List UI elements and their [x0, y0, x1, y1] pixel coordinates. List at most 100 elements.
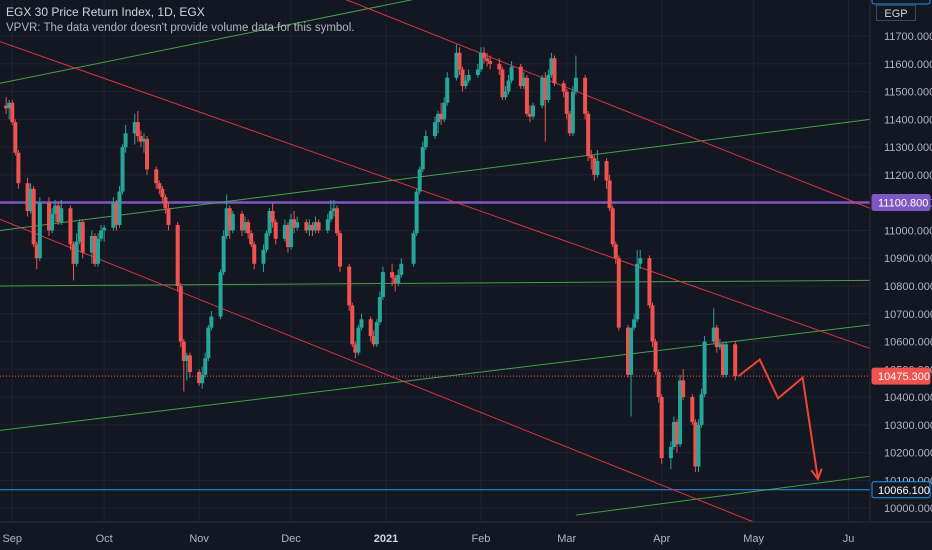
candle	[224, 194, 229, 239]
candle	[328, 199, 333, 223]
candle-body	[325, 219, 330, 231]
candle	[240, 211, 245, 237]
chart-title: EGX 30 Price Return Index, 1D, EGX	[6, 5, 205, 19]
candle	[111, 197, 116, 231]
candle-body	[141, 138, 146, 142]
candle-body	[552, 58, 557, 84]
candle-body	[313, 222, 318, 231]
candle-body	[460, 69, 465, 87]
horizontal-lines[interactable]	[0, 0, 870, 491]
candle-body	[671, 422, 676, 448]
trend-line-green[interactable]	[0, 279, 871, 287]
candle-body	[668, 447, 673, 459]
candle-body	[393, 277, 398, 284]
candle	[334, 205, 339, 237]
trend-line-red[interactable]	[340, 0, 871, 209]
candle-body	[289, 219, 294, 248]
candle-body	[37, 202, 42, 259]
time-axis[interactable]: Sep Oct Nov Dec 2021 Feb Mar Apr May Ju	[0, 521, 932, 550]
candle	[635, 249, 640, 323]
arrow-head[interactable]	[810, 468, 823, 482]
candle-body	[567, 113, 572, 134]
price-tick-label: 11600.000	[884, 59, 932, 71]
price-label-text: 10475.300	[878, 371, 930, 383]
candle-body	[200, 374, 205, 384]
candle	[243, 216, 248, 234]
price-axis[interactable]: 10000.00010100.00010200.00010300.0001040…	[869, 0, 932, 550]
candle-body	[380, 272, 385, 298]
trend-line-green[interactable]	[0, 118, 871, 231]
candle-body	[240, 213, 245, 231]
candle-body	[16, 152, 21, 184]
candle	[138, 130, 143, 148]
currency-badge[interactable]: EGP	[876, 5, 916, 21]
candle-body	[659, 397, 664, 459]
candle	[702, 335, 707, 398]
candle	[285, 222, 290, 253]
candle	[114, 199, 119, 231]
candle-body	[227, 208, 232, 231]
trend-line-red[interactable]	[0, 218, 754, 523]
candle	[527, 105, 532, 123]
candle	[396, 269, 401, 286]
projection-line[interactable]	[737, 358, 819, 480]
candle	[478, 47, 483, 73]
price-label-purple: 11100.800	[871, 193, 931, 211]
candle-body	[292, 219, 297, 228]
candle-body	[638, 258, 643, 264]
price-label-blue: 10066.100	[871, 481, 931, 499]
candle-body	[509, 66, 514, 81]
candle-body	[656, 372, 661, 398]
candle-body	[120, 147, 125, 192]
candle-body	[717, 344, 722, 348]
candle	[80, 219, 85, 259]
candle-body	[629, 327, 634, 375]
candle-body	[466, 74, 471, 81]
candle-body	[184, 355, 189, 361]
candle	[289, 213, 294, 250]
candle	[123, 124, 128, 153]
candle	[310, 222, 315, 237]
candle-body	[307, 224, 312, 231]
projection-path[interactable]	[737, 358, 823, 482]
candle-body	[527, 113, 532, 117]
candle	[28, 183, 33, 214]
candle-body	[224, 208, 229, 237]
candle	[145, 136, 150, 175]
candle	[331, 199, 336, 217]
candle	[521, 72, 526, 89]
candle	[671, 416, 676, 450]
trend-line-green[interactable]	[0, 0, 438, 84]
candle-body	[7, 102, 12, 109]
candle-body	[423, 136, 428, 148]
candle-body	[478, 52, 483, 70]
candle	[356, 324, 361, 356]
candle-body	[506, 80, 511, 92]
candle	[460, 66, 465, 92]
candle	[292, 211, 297, 234]
trend-line-green[interactable]	[0, 324, 871, 431]
candle-body	[218, 272, 223, 317]
candle	[509, 61, 514, 84]
candle-body	[132, 122, 137, 134]
candle	[154, 166, 159, 189]
candle	[307, 219, 312, 237]
candle-body	[13, 122, 18, 153]
trend-line-red[interactable]	[0, 41, 871, 349]
candle	[206, 324, 211, 361]
candle-body	[53, 205, 58, 214]
candle	[485, 52, 490, 67]
trend-lines[interactable]	[0, 0, 871, 523]
candle	[699, 388, 704, 428]
candle-body	[521, 77, 526, 87]
candle	[616, 255, 621, 331]
candle-body	[89, 236, 94, 253]
trend-line-green[interactable]	[575, 475, 871, 516]
candle	[347, 263, 352, 311]
candle	[506, 74, 511, 95]
candle-body	[586, 113, 591, 156]
candle-body	[540, 77, 545, 106]
candle-body	[604, 161, 609, 181]
